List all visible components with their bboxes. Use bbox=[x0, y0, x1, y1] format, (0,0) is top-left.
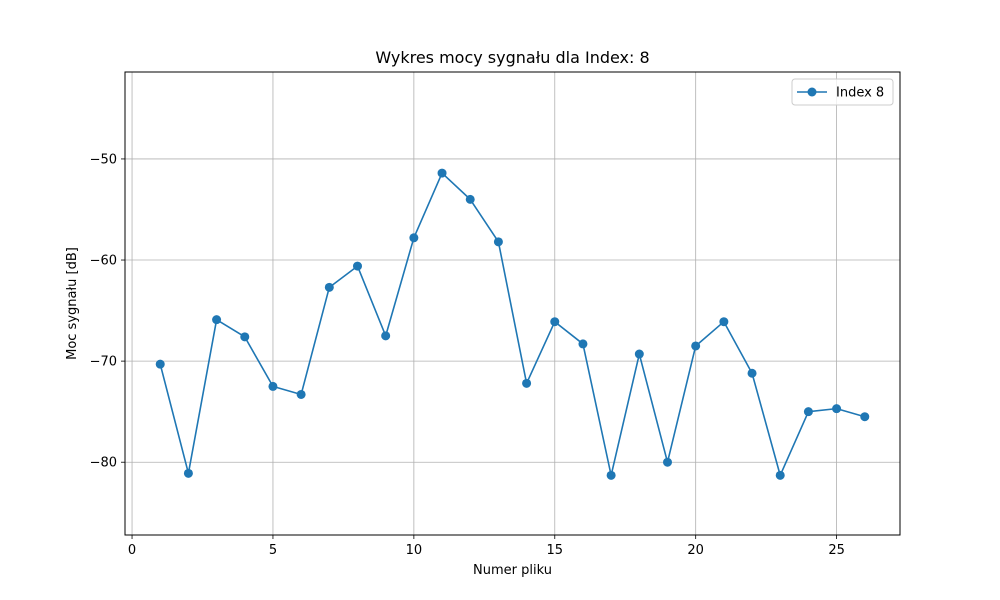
data-point bbox=[634, 349, 644, 359]
data-point bbox=[240, 332, 250, 342]
y-tick-label: −80 bbox=[90, 456, 117, 471]
x-tick-label: 0 bbox=[128, 543, 136, 558]
data-point bbox=[183, 468, 193, 478]
data-point bbox=[353, 261, 362, 271]
data-point bbox=[437, 168, 447, 178]
legend: Index 8 bbox=[791, 78, 894, 106]
data-point bbox=[803, 407, 813, 417]
x-tick-label: 5 bbox=[269, 543, 277, 558]
data-point bbox=[381, 331, 391, 341]
data-point bbox=[550, 317, 560, 327]
data-point bbox=[775, 470, 785, 480]
data-point bbox=[409, 233, 419, 243]
y-axis-label: Moc sygnału [dB] bbox=[65, 247, 80, 360]
data-point bbox=[465, 194, 475, 204]
data-point bbox=[663, 457, 672, 467]
data-point bbox=[324, 282, 334, 292]
x-tick-label: 25 bbox=[828, 543, 845, 558]
data-point bbox=[860, 412, 870, 422]
data-point bbox=[832, 404, 842, 414]
series-line bbox=[159, 172, 865, 477]
plot-frame bbox=[124, 71, 901, 536]
legend-marker-swatch bbox=[807, 87, 817, 97]
data-point bbox=[522, 378, 532, 388]
grid-lines bbox=[125, 72, 900, 535]
axis-ticks: 0 5 10 15 20 25 −80 −70 −60 −50 bbox=[90, 152, 845, 558]
data-point bbox=[493, 237, 503, 247]
x-tick-label: 15 bbox=[546, 543, 563, 558]
series-layer bbox=[155, 168, 870, 480]
y-tick-label: −70 bbox=[90, 355, 117, 370]
data-point bbox=[268, 381, 278, 391]
data-point bbox=[212, 315, 222, 325]
y-tick-label: −60 bbox=[90, 254, 117, 269]
data-point bbox=[719, 317, 729, 327]
data-point bbox=[155, 359, 165, 369]
legend-label: Index 8 bbox=[836, 86, 884, 101]
y-tick-label: −50 bbox=[90, 152, 117, 167]
x-axis-label: Numer pliku bbox=[473, 563, 552, 578]
legend-box bbox=[791, 78, 894, 106]
data-point bbox=[747, 368, 757, 378]
data-point bbox=[606, 470, 616, 480]
x-tick-label: 20 bbox=[687, 543, 704, 558]
chart-title: Wykres mocy sygnału dla Index: 8 bbox=[375, 48, 649, 67]
data-point bbox=[296, 389, 306, 399]
data-point bbox=[578, 339, 588, 349]
x-tick-label: 10 bbox=[406, 543, 423, 558]
data-point bbox=[691, 341, 701, 351]
